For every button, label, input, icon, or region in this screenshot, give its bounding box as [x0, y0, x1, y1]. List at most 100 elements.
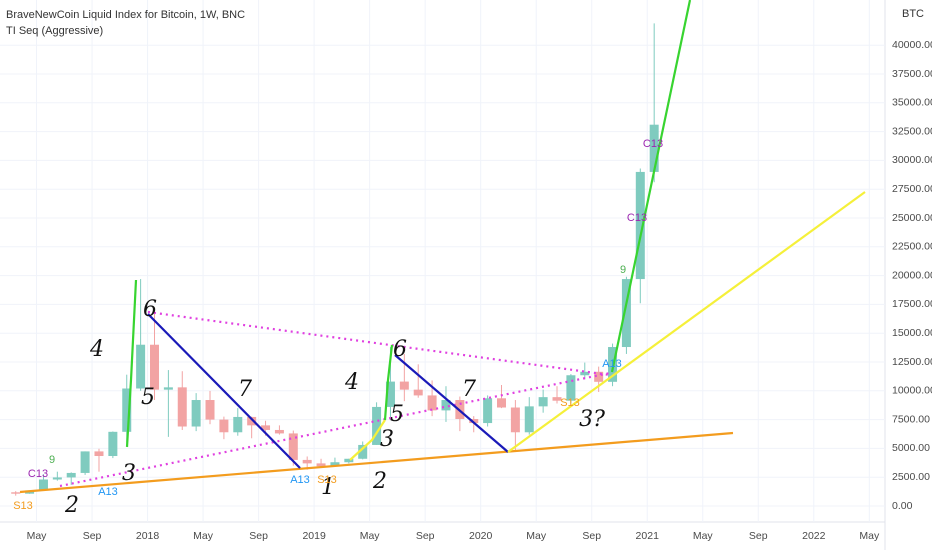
candle-body: [219, 419, 229, 433]
chart-title: BraveNewCoin Liquid Index for Bitcoin, 1…: [6, 9, 245, 21]
candle-body: [635, 171, 645, 280]
y-tick-label: 22500.00: [892, 241, 932, 253]
annotation: 9: [49, 454, 55, 466]
candle-body: [11, 492, 21, 494]
annotation: 4: [344, 370, 359, 395]
annotation: C13: [643, 138, 663, 150]
annotation: A13: [602, 358, 622, 370]
candle-body: [261, 425, 271, 430]
annotation: 6: [143, 297, 157, 322]
candle-body: [372, 406, 382, 445]
candle-body: [302, 459, 312, 464]
candle-body: [330, 462, 340, 467]
x-tick-label: 2021: [636, 530, 660, 542]
candle-body: [580, 371, 590, 376]
candle-body: [399, 381, 409, 390]
candle-body: [483, 398, 493, 424]
annotation: 5: [141, 385, 155, 410]
candle-body: [552, 397, 562, 401]
x-tick-label: 2018: [136, 530, 160, 542]
y-tick-label: 20000.00: [892, 269, 932, 281]
x-tick-label: Sep: [416, 530, 435, 542]
annotation: S13: [13, 500, 33, 512]
candle-body: [274, 429, 284, 434]
candle-body: [621, 279, 631, 348]
annotation: 9: [620, 264, 626, 276]
trendline: [394, 354, 509, 453]
x-tick-label: May: [360, 530, 381, 542]
y-tick-label: 15000.00: [892, 327, 932, 339]
annotation: 3: [122, 461, 136, 486]
y-tick-label: 40000.00: [892, 39, 932, 51]
y-tick-label: 27500.00: [892, 183, 932, 195]
y-tick-label: 12500.00: [892, 356, 932, 368]
candle-body: [177, 387, 187, 427]
candle-body: [316, 463, 326, 467]
annotation: 5: [390, 402, 404, 427]
candle-body: [566, 375, 576, 401]
x-tick-label: Sep: [83, 530, 102, 542]
x-tick-label: May: [526, 530, 547, 542]
candle-body: [247, 416, 257, 426]
x-tick-label: 2020: [469, 530, 493, 542]
trendline: [507, 191, 866, 453]
candle-body: [497, 398, 506, 408]
candle-body: [538, 397, 548, 407]
annotation: 6: [393, 337, 407, 362]
candle-body: [150, 344, 159, 390]
annotation: C13: [627, 212, 647, 224]
annotation: 2: [372, 469, 387, 494]
x-tick-label: May: [27, 530, 48, 542]
y-tick-label: 30000.00: [892, 154, 932, 166]
candle-body: [427, 395, 437, 411]
y-tick-label: 17500.00: [892, 298, 932, 310]
annotation: 4: [89, 337, 104, 362]
candle-body: [524, 406, 534, 433]
x-tick-label: 2022: [802, 530, 826, 542]
candle-body: [66, 472, 76, 478]
annotation: A13: [98, 486, 118, 498]
annotation: 7: [238, 377, 252, 402]
trendline: [19, 431, 734, 494]
candle-body: [38, 479, 48, 491]
x-tick-label: May: [859, 530, 880, 542]
annotation: A13: [290, 474, 310, 486]
x-tick-label: Sep: [249, 530, 268, 542]
annotation: C13: [28, 468, 48, 480]
labels: 0.00 2500.00 5000.00 7500.00 10000.00 12500.0…: [13, 39, 932, 542]
candle-body: [52, 477, 62, 480]
candle-body: [344, 458, 354, 463]
y-tick-label: 25000.00: [892, 212, 932, 224]
y-tick-label: 35000.00: [892, 97, 932, 109]
candle-body: [122, 388, 132, 432]
candle-body: [594, 371, 604, 382]
y-tick-label: 5000.00: [892, 442, 930, 454]
candle-body: [191, 400, 201, 427]
x-tick-label: Sep: [749, 530, 768, 542]
candle-body: [288, 433, 298, 460]
currency-label: BTC: [902, 8, 924, 20]
annotation: 7: [462, 377, 476, 402]
y-tick-label: 7500.00: [892, 413, 930, 425]
y-tick-label: 32500.00: [892, 125, 932, 137]
candle-body: [205, 400, 215, 420]
y-tick-label: 37500.00: [892, 68, 932, 80]
trendline: [125, 279, 138, 448]
trendline: [147, 313, 301, 469]
candle-body: [108, 431, 118, 457]
annotation: 2: [64, 493, 79, 518]
candle-body: [469, 419, 479, 424]
candle-body: [441, 400, 451, 411]
trendline: [610, 0, 692, 373]
annotation: S13: [317, 474, 337, 486]
candle-body: [510, 407, 520, 433]
y-tick-label: 10000.00: [892, 385, 932, 397]
x-tick-label: May: [693, 530, 714, 542]
candle-body: [80, 451, 90, 473]
y-tick-label: 0.00: [892, 500, 913, 512]
x-tick-label: 2019: [302, 530, 326, 542]
trendline: [349, 419, 386, 461]
grid: [0, 0, 885, 522]
